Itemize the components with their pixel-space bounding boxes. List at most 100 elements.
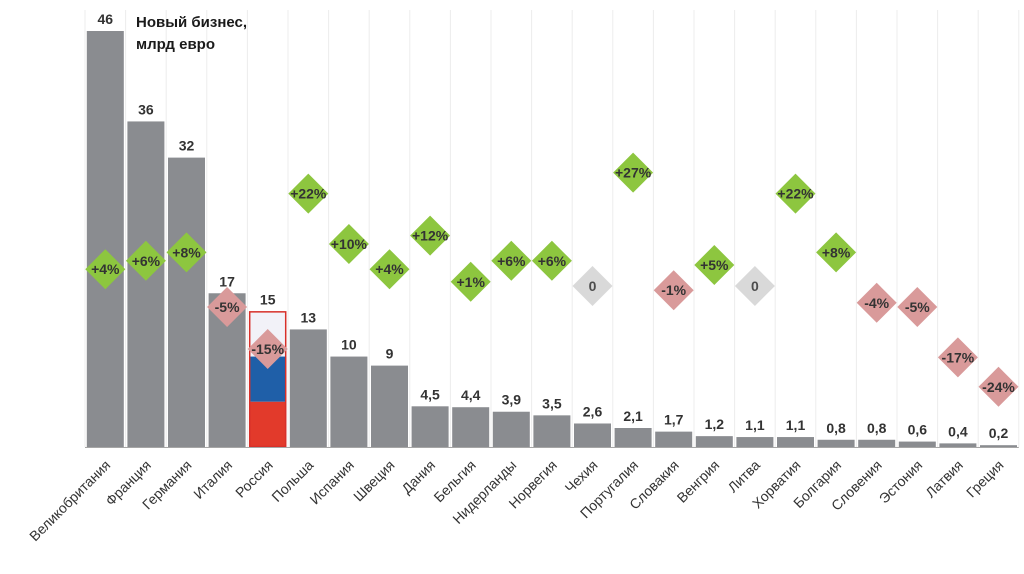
change-label: 0 (589, 278, 597, 294)
category-label: Великобритания (26, 457, 113, 544)
bar (898, 441, 936, 447)
value-label: 17 (219, 273, 235, 289)
category-label: Венгрия (674, 457, 723, 506)
change-label: +4% (91, 261, 120, 277)
value-label: 15 (260, 291, 276, 307)
category-label: Эстония (876, 457, 926, 507)
change-label: +27% (615, 165, 652, 181)
change-label: +8% (172, 244, 201, 260)
change-marker (978, 366, 1019, 407)
bar (817, 439, 855, 447)
change-marker (816, 232, 857, 273)
value-label: 4,4 (461, 387, 481, 403)
change-marker (328, 224, 369, 264)
category-label: Италия (190, 457, 235, 502)
change-marker (491, 240, 532, 281)
change-label: +22% (777, 186, 814, 202)
category-label: Швеция (350, 457, 398, 505)
change-marker (937, 337, 978, 378)
change-label: +8% (822, 244, 851, 260)
change-label: +4% (375, 261, 404, 277)
value-label: 0,6 (908, 422, 928, 438)
change-label: -24% (982, 379, 1015, 395)
change-label: -5% (905, 299, 930, 315)
bar (777, 437, 814, 447)
change-marker (734, 266, 775, 306)
bar (574, 423, 611, 447)
change-label: +6% (132, 253, 161, 269)
change-label: -1% (661, 282, 686, 298)
value-label: 3,9 (502, 392, 522, 408)
change-marker (369, 249, 410, 290)
value-label: 0,8 (826, 420, 846, 436)
category-label: Литва (724, 457, 763, 496)
change-marker (85, 249, 126, 290)
change-marker (288, 173, 329, 214)
chart-title-line-1: Новый бизнес, (136, 14, 248, 31)
change-marker (450, 261, 491, 302)
bar (736, 437, 774, 447)
value-label: 4,5 (420, 386, 440, 402)
bar (939, 443, 977, 447)
value-label: 2,6 (583, 403, 603, 419)
value-label: 1,2 (705, 416, 725, 432)
change-marker (166, 232, 207, 273)
change-label: -17% (942, 349, 975, 365)
chart-title-line-2: млрд евро (136, 36, 215, 53)
change-label: -4% (864, 295, 889, 311)
change-label: +6% (497, 253, 526, 269)
change-marker (653, 270, 694, 311)
change-label: +12% (412, 228, 449, 244)
value-label: 0,2 (989, 425, 1009, 441)
bar (980, 445, 1017, 447)
change-label: +10% (331, 236, 368, 252)
bar (655, 431, 693, 447)
bar-flag-red (249, 401, 287, 447)
category-label: Греция (963, 457, 1007, 501)
bar (371, 365, 408, 447)
value-label: 0,8 (867, 420, 887, 436)
change-marker (694, 245, 735, 285)
bar (614, 428, 652, 447)
value-label: 1,7 (664, 412, 684, 428)
bar (289, 329, 327, 447)
value-label: 3,5 (542, 395, 562, 411)
value-label: 10 (341, 337, 357, 353)
bar-highlight-outline (248, 311, 287, 448)
bar (695, 436, 733, 447)
value-label: 13 (301, 309, 317, 325)
bar (330, 356, 368, 447)
change-label: +1% (456, 274, 485, 290)
bar (86, 31, 124, 447)
change-label: -5% (215, 299, 240, 315)
chart-title: Новый бизнес, млрд евро (136, 12, 247, 56)
category-label: Чехия (562, 457, 601, 496)
change-marker (410, 215, 451, 256)
value-label: 32 (179, 138, 195, 154)
category-label: Испания (306, 457, 357, 508)
bar (452, 407, 490, 447)
change-label: +22% (290, 186, 327, 202)
change-marker (247, 329, 288, 369)
change-marker (531, 240, 572, 281)
bar (127, 121, 165, 447)
change-marker (572, 266, 613, 306)
value-label: 2,1 (623, 408, 643, 424)
change-marker (125, 240, 166, 281)
change-label: 0 (751, 278, 759, 294)
bar (411, 406, 449, 447)
change-label: +6% (538, 253, 567, 269)
change-marker (207, 287, 248, 327)
change-marker (856, 282, 897, 323)
bar (858, 439, 896, 447)
bar (492, 411, 530, 447)
change-label: -15% (251, 341, 284, 357)
value-label: 1,1 (745, 417, 765, 433)
bar (168, 157, 205, 447)
change-label: +5% (700, 257, 729, 273)
value-label: 9 (386, 346, 394, 362)
value-label: 1,1 (786, 417, 806, 433)
change-marker (613, 152, 654, 193)
